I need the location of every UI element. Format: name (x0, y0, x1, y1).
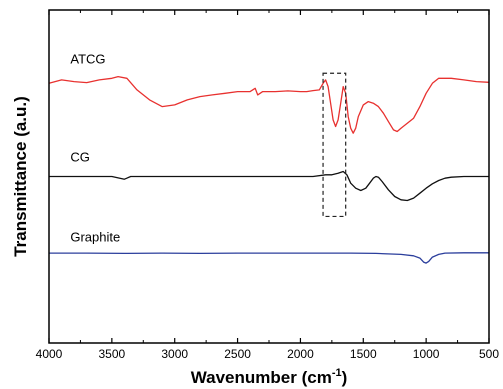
x-tick-label: 4000 (36, 347, 63, 361)
x-tick-label: 2000 (287, 347, 314, 361)
x-tick-label: 1500 (350, 347, 377, 361)
x-tick-label: 500 (479, 347, 499, 361)
x-tick-label: 2500 (224, 347, 251, 361)
series-line-graphite (49, 252, 489, 264)
series-line-cg (49, 170, 489, 202)
x-tick-label: 1000 (413, 347, 440, 361)
highlight-box (322, 72, 347, 218)
series-label-graphite: Graphite (70, 229, 120, 244)
x-tick-label: 3000 (161, 347, 188, 361)
series-label-atcg: ATCG (70, 51, 105, 66)
x-axis-title-suffix: ) (342, 368, 348, 387)
x-axis-title-superscript: -1 (332, 367, 342, 379)
plot-area: ATCG CG Graphite (48, 51, 490, 264)
series-line-atcg (48, 75, 490, 134)
x-axis-title-main: Wavenumber (cm (191, 368, 332, 387)
y-axis-title: Transmittance (a.u.) (11, 96, 30, 257)
x-tick-label: 3500 (99, 347, 126, 361)
series-label-cg: CG (70, 150, 90, 165)
axes: 4000 3500 3000 2500 2000 1500 1000 500 (36, 9, 499, 361)
x-axis-title: Wavenumber (cm-1) (191, 367, 348, 387)
